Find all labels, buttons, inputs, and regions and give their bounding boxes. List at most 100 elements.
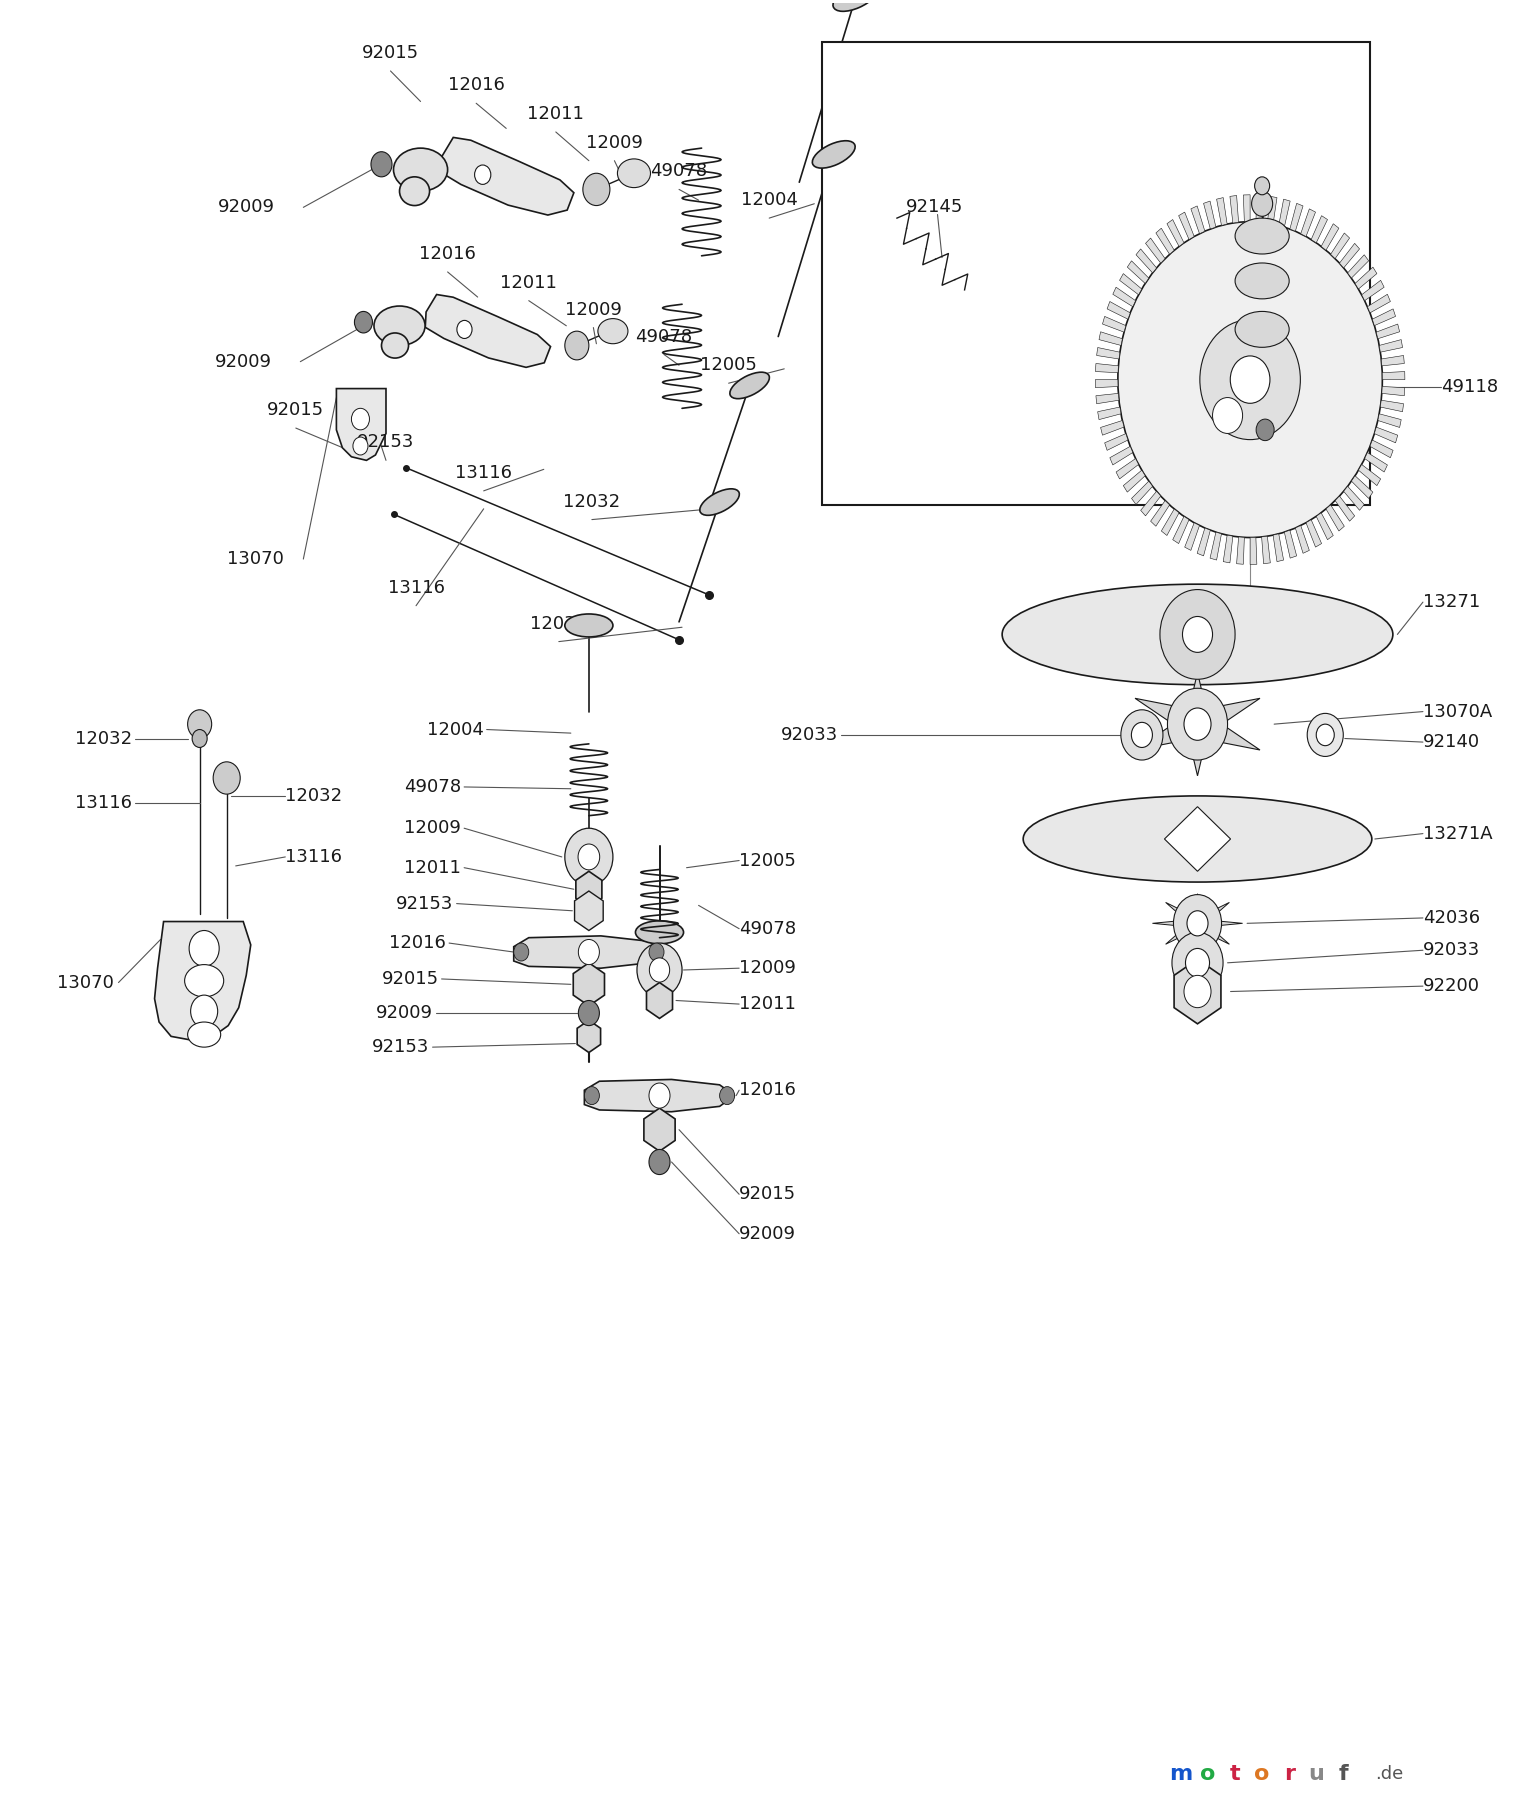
- Circle shape: [1251, 191, 1273, 216]
- Polygon shape: [1223, 535, 1233, 563]
- Polygon shape: [336, 389, 386, 461]
- Ellipse shape: [812, 140, 854, 167]
- Polygon shape: [1117, 459, 1139, 479]
- Text: o: o: [1254, 1764, 1270, 1784]
- Circle shape: [1132, 722, 1153, 747]
- Polygon shape: [1132, 481, 1153, 504]
- Circle shape: [1200, 320, 1300, 439]
- Polygon shape: [1359, 464, 1380, 486]
- Circle shape: [189, 931, 220, 967]
- Polygon shape: [1301, 209, 1315, 236]
- Circle shape: [474, 166, 491, 184]
- Polygon shape: [1295, 526, 1309, 553]
- Polygon shape: [1185, 522, 1200, 551]
- Polygon shape: [1335, 497, 1354, 522]
- Polygon shape: [1370, 439, 1394, 457]
- Circle shape: [1183, 616, 1212, 652]
- Polygon shape: [1262, 536, 1270, 563]
- Polygon shape: [155, 922, 251, 1040]
- Polygon shape: [1382, 387, 1404, 396]
- Circle shape: [1121, 709, 1164, 760]
- Polygon shape: [1321, 223, 1339, 250]
- Text: 92015: 92015: [739, 1184, 797, 1202]
- Text: 13070: 13070: [58, 974, 114, 992]
- Circle shape: [636, 943, 682, 997]
- Text: 92140: 92140: [1423, 733, 1480, 751]
- Text: 12016: 12016: [448, 76, 504, 94]
- Text: 92153: 92153: [358, 434, 415, 452]
- Text: 13070A: 13070A: [1423, 702, 1492, 720]
- Polygon shape: [1191, 711, 1260, 751]
- Polygon shape: [1285, 531, 1297, 558]
- Text: 92033: 92033: [1423, 941, 1480, 959]
- Polygon shape: [1135, 698, 1203, 736]
- Text: 13271A: 13271A: [1423, 824, 1492, 842]
- Text: 13116: 13116: [454, 464, 512, 482]
- Polygon shape: [1153, 920, 1183, 927]
- Circle shape: [188, 709, 212, 738]
- Polygon shape: [1306, 520, 1321, 547]
- Text: 49078: 49078: [650, 162, 708, 180]
- Polygon shape: [1217, 198, 1227, 225]
- Ellipse shape: [374, 306, 426, 346]
- Text: 42036: 42036: [1423, 909, 1480, 927]
- Text: 12032: 12032: [530, 614, 588, 632]
- Text: .de: .de: [1374, 1764, 1403, 1782]
- Polygon shape: [577, 1021, 600, 1053]
- Polygon shape: [1273, 535, 1283, 562]
- Text: r: r: [1283, 1764, 1295, 1784]
- Polygon shape: [1123, 470, 1145, 491]
- Text: 12009: 12009: [739, 959, 795, 977]
- Text: 12011: 12011: [527, 104, 585, 122]
- Circle shape: [565, 828, 614, 886]
- Ellipse shape: [382, 333, 409, 358]
- Polygon shape: [426, 295, 550, 367]
- Polygon shape: [1279, 200, 1291, 227]
- Circle shape: [1185, 976, 1210, 1008]
- Text: 92145: 92145: [906, 198, 964, 216]
- Ellipse shape: [833, 0, 879, 11]
- Polygon shape: [1191, 698, 1260, 736]
- Circle shape: [1254, 176, 1270, 194]
- Circle shape: [1185, 949, 1209, 977]
- Polygon shape: [1194, 895, 1201, 914]
- Polygon shape: [1268, 196, 1277, 223]
- Circle shape: [1174, 895, 1221, 952]
- Polygon shape: [1344, 486, 1364, 511]
- Text: 92009: 92009: [376, 1004, 433, 1022]
- Polygon shape: [1179, 212, 1194, 239]
- Polygon shape: [1191, 205, 1204, 234]
- Polygon shape: [1103, 317, 1126, 333]
- Text: 92009: 92009: [215, 353, 271, 371]
- Ellipse shape: [618, 158, 650, 187]
- Polygon shape: [1339, 243, 1359, 268]
- Polygon shape: [1104, 434, 1129, 450]
- Circle shape: [648, 1150, 670, 1175]
- Circle shape: [565, 331, 589, 360]
- Text: 12032: 12032: [74, 729, 132, 747]
- Polygon shape: [1354, 266, 1377, 290]
- Polygon shape: [1310, 216, 1327, 243]
- Polygon shape: [1120, 274, 1142, 295]
- Ellipse shape: [185, 965, 224, 997]
- Text: f: f: [1338, 1764, 1348, 1784]
- Polygon shape: [1197, 527, 1210, 556]
- Polygon shape: [576, 871, 601, 907]
- Circle shape: [353, 437, 368, 455]
- Circle shape: [1160, 590, 1235, 679]
- Text: 92015: 92015: [267, 401, 324, 419]
- Circle shape: [583, 173, 611, 205]
- Polygon shape: [1203, 202, 1217, 229]
- Text: 49078: 49078: [635, 328, 692, 346]
- Ellipse shape: [394, 148, 447, 191]
- Ellipse shape: [400, 176, 430, 205]
- Polygon shape: [1136, 248, 1156, 274]
- Polygon shape: [1256, 194, 1264, 223]
- Text: 12004: 12004: [741, 191, 797, 209]
- Text: u: u: [1309, 1764, 1324, 1784]
- Polygon shape: [441, 137, 574, 214]
- Polygon shape: [1162, 509, 1179, 535]
- Circle shape: [351, 409, 370, 430]
- Circle shape: [1230, 356, 1270, 403]
- Polygon shape: [1167, 220, 1185, 247]
